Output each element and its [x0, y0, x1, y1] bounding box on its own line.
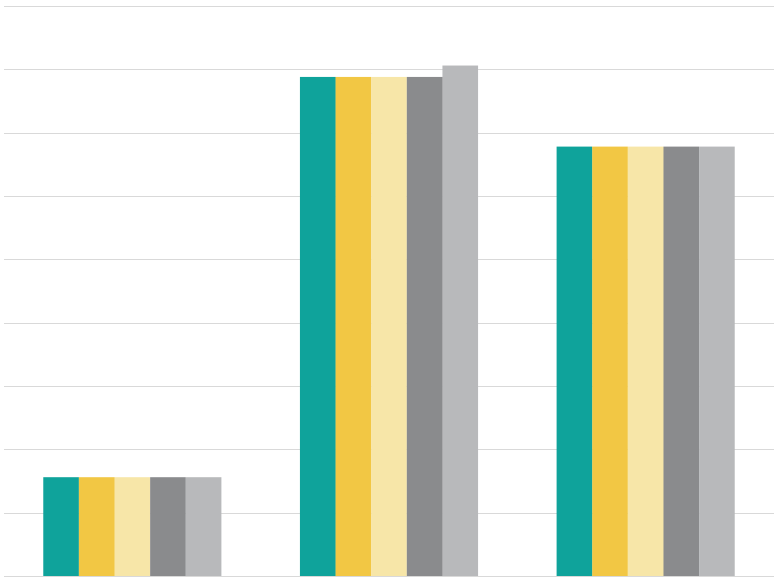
bar: [406, 76, 443, 576]
bar: [114, 477, 151, 576]
bar: [627, 146, 664, 576]
bar: [663, 146, 700, 576]
bar: [592, 146, 628, 576]
bar: [371, 76, 407, 576]
bar: [43, 477, 79, 576]
bar: [442, 65, 479, 577]
bar: [335, 76, 372, 576]
bar: [699, 146, 735, 576]
bar: [185, 477, 222, 576]
bar: [150, 477, 186, 576]
bar: [78, 477, 115, 576]
bar: [299, 76, 336, 576]
bar: [556, 146, 593, 576]
